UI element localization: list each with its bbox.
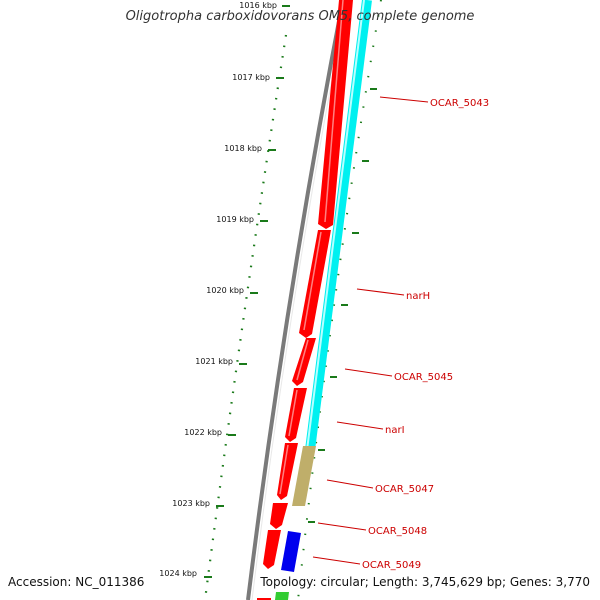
gene-label-leaders <box>312 96 429 565</box>
genome-title: Oligotropha carboxidovorans OM5, complet… <box>125 9 475 24</box>
kbp-label: 1016 kbp <box>239 1 277 10</box>
kbp-label: 1021 kbp <box>195 357 233 366</box>
topology-text: Topology: circular; Length: 3,745,629 bp… <box>260 575 590 589</box>
gene-label[interactable]: OCAR_5045 <box>394 372 453 383</box>
genome-backbone <box>246 0 345 600</box>
kbp-label: 1022 kbp <box>184 428 222 437</box>
gene-label[interactable]: narH <box>406 291 430 302</box>
kbp-ticks <box>204 5 290 578</box>
forward-strand-genes <box>257 0 353 600</box>
accession-text: Accession: NC_011386 <box>8 575 145 589</box>
kbp-label: 1017 kbp <box>232 73 270 82</box>
kbp-label: 1018 kbp <box>224 144 262 153</box>
tan-feature <box>292 446 316 506</box>
gene-label[interactable]: narI <box>385 425 405 436</box>
gene-label[interactable]: OCAR_5043 <box>430 98 489 109</box>
kbp-label: 1019 kbp <box>216 215 254 224</box>
green-feature <box>275 592 289 600</box>
kbp-label: 1020 kbp <box>206 286 244 295</box>
kbp-label: 1024 kbp <box>159 569 197 578</box>
forward-strand-highlights <box>279 0 344 495</box>
gene-label-group: OCAR_5043 narH OCAR_5045 narI OCAR_5047 … <box>362 98 489 571</box>
blue-feature <box>281 531 301 572</box>
feature-ticks <box>308 88 377 523</box>
gene-label[interactable]: OCAR_5047 <box>375 484 434 495</box>
reverse-strand-band <box>305 0 372 451</box>
gene-label[interactable]: OCAR_5049 <box>362 560 421 571</box>
kbp-label-group: 1016 kbp 1017 kbp 1018 kbp 1019 kbp 1020… <box>159 1 277 578</box>
gene-label[interactable]: OCAR_5048 <box>368 526 427 537</box>
kbp-label: 1023 kbp <box>172 499 210 508</box>
